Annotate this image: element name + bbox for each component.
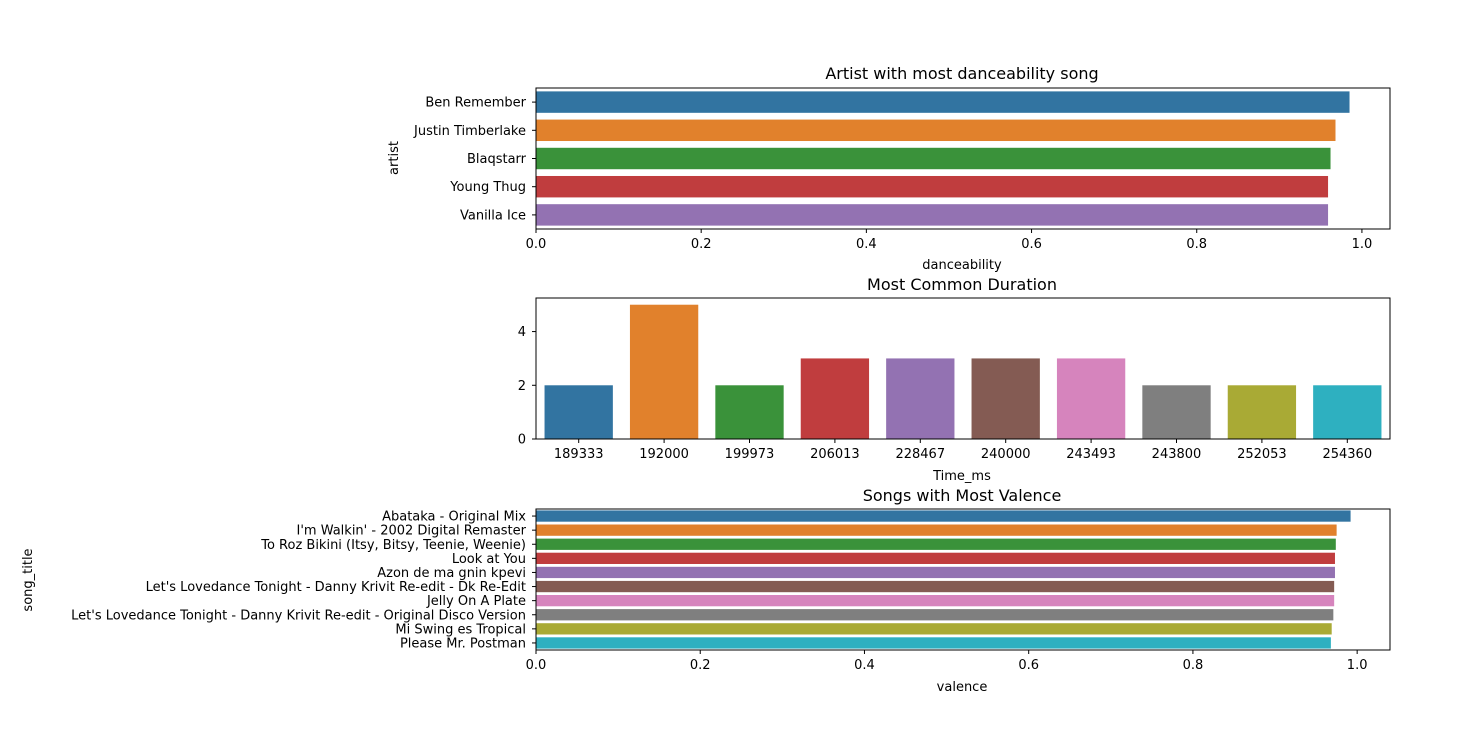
bar-9 <box>1227 385 1297 439</box>
y-tick-label: Abataka - Original Mix <box>382 510 526 525</box>
chart-3-frame <box>535 508 1391 651</box>
chart-3-xlabel: valence <box>937 680 988 695</box>
x-tick-label: 0.4 <box>854 658 875 673</box>
x-tick-label: 240000 <box>981 447 1031 462</box>
chart-2-xlabel: Time_ms <box>932 469 991 484</box>
x-tick-label: 0.4 <box>856 237 877 252</box>
chart-2-title: Most Common Duration <box>867 275 1057 294</box>
bar-2 <box>536 524 1337 536</box>
bar-2 <box>629 304 699 439</box>
y-tick-label: Ben Remember <box>425 96 526 111</box>
y-tick-label: 4 <box>518 325 526 340</box>
chart-1-ylabel: artist <box>387 141 402 175</box>
bar-3 <box>715 385 784 439</box>
y-tick-label: I'm Walkin' - 2002 Digital Remaster <box>296 524 526 539</box>
bar-3 <box>536 147 1331 170</box>
x-tick-label: 0.8 <box>1183 658 1204 673</box>
bar-9 <box>536 623 1332 635</box>
x-tick-label: 228467 <box>895 447 945 462</box>
bar-1 <box>544 385 613 439</box>
chart-1-xlabel: danceability <box>922 258 1002 273</box>
y-tick-label: Mi Swing es Tropical <box>395 622 526 637</box>
x-tick-label: 0.2 <box>691 237 712 252</box>
x-tick-label: 243493 <box>1066 447 1116 462</box>
x-tick-label: 1.0 <box>1352 237 1373 252</box>
y-tick-label: 2 <box>518 379 526 394</box>
y-tick-label: Azon de ma gnin kpevi <box>377 566 526 581</box>
y-tick-label: Please Mr. Postman <box>400 636 526 651</box>
y-tick-label: Young Thug <box>449 180 526 195</box>
y-tick-label: Blaqstarr <box>467 152 527 167</box>
y-tick-label: Jelly On A Plate <box>426 594 526 609</box>
x-tick-label: 0.0 <box>526 658 547 673</box>
y-tick-label: To Roz Bikini (Itsy, Bitsy, Teenie, Ween… <box>260 538 526 553</box>
x-tick-label: 206013 <box>810 447 860 462</box>
chart-1-title: Artist with most danceability song <box>825 64 1098 83</box>
chart-3-title: Songs with Most Valence <box>863 486 1062 505</box>
bar-2 <box>536 119 1336 142</box>
bar-10 <box>536 637 1331 649</box>
bar-5 <box>536 204 1329 226</box>
x-tick-label: 199973 <box>725 447 775 462</box>
bar-5 <box>536 566 1335 579</box>
chart-2-frame <box>535 297 1391 440</box>
y-tick-label: Let's Lovedance Tonight - Danny Krivit R… <box>146 580 526 595</box>
x-tick-label: 0.0 <box>526 237 547 252</box>
x-tick-label: 252053 <box>1237 447 1287 462</box>
chart-danceability: Artist with most danceability song Ben R… <box>387 64 1391 273</box>
bar-4 <box>800 358 870 439</box>
x-tick-label: 0.8 <box>1186 237 1207 252</box>
x-tick-label: 189333 <box>554 447 604 462</box>
bar-1 <box>536 510 1351 522</box>
y-tick-label: Let's Lovedance Tonight - Danny Krivit R… <box>71 608 526 623</box>
chart-duration: Most Common Duration 0 2 4 189333 192000 199… <box>518 275 1391 484</box>
bar-7 <box>1056 358 1126 439</box>
x-tick-label: 1.0 <box>1347 658 1368 673</box>
bar-1 <box>536 91 1350 113</box>
bar-5 <box>886 358 955 439</box>
bar-7 <box>536 595 1335 607</box>
x-tick-label: 192000 <box>639 447 689 462</box>
x-tick-label: 243800 <box>1152 447 1202 462</box>
bar-8 <box>1142 385 1211 439</box>
y-tick-label: Vanilla Ice <box>460 208 526 223</box>
y-tick-label: Justin Timberlake <box>413 124 526 139</box>
x-tick-label: 0.6 <box>1018 658 1039 673</box>
y-tick-label: 0 <box>518 433 526 448</box>
chart-3-ylabel: song_title <box>21 548 36 611</box>
y-tick-label: Look at You <box>452 552 526 567</box>
bar-4 <box>536 552 1335 564</box>
bar-6 <box>536 580 1335 593</box>
bar-8 <box>536 609 1334 621</box>
x-tick-label: 0.2 <box>690 658 711 673</box>
bar-6 <box>971 358 1040 439</box>
chart-valence: Songs with Most Valence Abataka - Origin… <box>21 486 1391 695</box>
chart-1-frame <box>535 87 1391 230</box>
x-tick-label: 254360 <box>1322 447 1372 462</box>
bar-3 <box>536 538 1336 550</box>
bar-4 <box>536 175 1329 198</box>
x-tick-label: 0.6 <box>1021 237 1042 252</box>
bar-10 <box>1313 385 1382 439</box>
